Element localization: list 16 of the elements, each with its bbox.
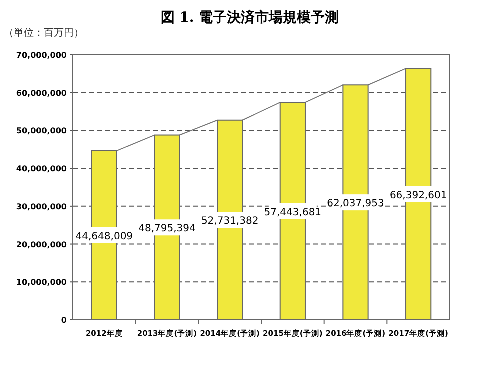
y-tick-label: 20,000,000	[16, 240, 68, 250]
y-axis-title: （単位：百万円）	[4, 27, 84, 39]
data-label: 62,037,953	[327, 198, 384, 210]
chart-title: 図 1. 電子決済市場規模予測	[160, 9, 340, 26]
y-tick-label: 60,000,000	[16, 88, 68, 98]
y-tick-label: 40,000,000	[16, 164, 68, 174]
data-label: 48,795,394	[138, 224, 196, 235]
y-tick-label: 10,000,000	[16, 278, 68, 288]
y-tick-label: 30,000,000	[16, 202, 68, 212]
y-tick-label: 70,000,000	[16, 51, 68, 60]
data-label: 44,648,009	[76, 231, 134, 242]
y-tick-label: 0	[61, 316, 68, 325]
data-label: 66,392,601	[390, 190, 448, 202]
y-tick-label: 50,000,000	[16, 126, 68, 136]
data-label: 52,731,382	[201, 216, 259, 228]
data-label: 57,443,681	[264, 207, 322, 218]
